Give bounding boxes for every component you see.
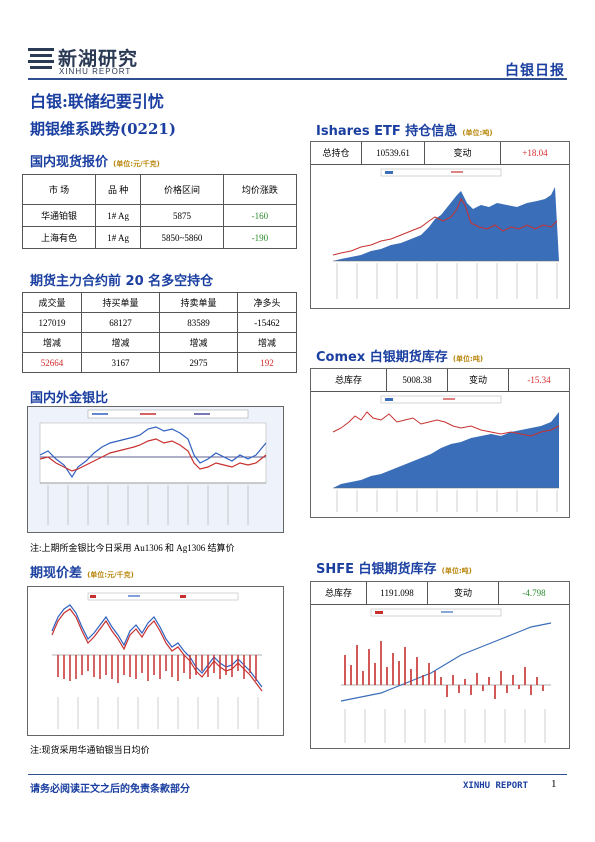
footer-disclaimer: 请务必阅读正文之后的免责条款部分 <box>30 784 190 795</box>
basis-chart <box>27 586 284 736</box>
comex-panel: 总库存 5008.38 变动 -15.34 <box>310 368 570 518</box>
spot-header-range: 价格区间 <box>140 174 224 205</box>
shfe-value-total: 1191.098 <box>366 582 428 605</box>
headline-line1: 白银:联储纪要引忧 <box>30 92 164 111</box>
spot-cell: 1# Ag <box>95 204 142 227</box>
shfe-label-total: 总库存 <box>311 582 367 605</box>
shfe-panel: 总库存 1191.098 变动 -4.798 <box>310 581 570 749</box>
spot-cell: 5875 <box>140 204 224 227</box>
basis-section-title: 期现价差 (单位:元/千克) <box>30 562 134 581</box>
etf-panel: 总持仓 10539.61 变动 +18.04 <box>310 141 570 309</box>
spot-cell: -190 <box>222 226 298 249</box>
comex-value-change: -15.34 <box>508 369 569 392</box>
comex-section-title: Comex 白银期货库存 (单位:吨) <box>316 346 483 365</box>
top20-title: 期货主力合约前 20 名多空持仓 <box>30 274 214 289</box>
top20-header: 增减 <box>158 332 238 353</box>
comex-label-change: 变动 <box>447 369 509 392</box>
spot-cell: 1# Ag <box>95 226 142 249</box>
ratio-chart <box>27 406 284 533</box>
top20-cell: -15462 <box>236 312 298 333</box>
ratio-note: 注:上期所金银比今日采用 Au1306 和 Ag1306 结算价 <box>30 543 235 553</box>
top20-cell: 127019 <box>21 312 83 333</box>
top20-cell: 2975 <box>158 352 238 373</box>
spot-header-market: 市 场 <box>21 174 97 205</box>
top20-cell: 68127 <box>81 312 160 333</box>
shfe-value-change: -4.798 <box>498 582 569 605</box>
spot-table: 市 场 品 种 价格区间 均价涨跌 华通铂银 1# Ag 5875 -160 上… <box>21 174 298 249</box>
headline-line2: 期银维系跌势(0221) <box>30 120 176 138</box>
top20-table: 成交量 持买单量 持卖单量 净多头 127019 68127 83589 -15… <box>21 292 298 373</box>
shfe-chart-graphic <box>340 608 552 743</box>
etf-section-title: Ishares ETF 持仓信息 (单位:吨) <box>316 120 493 139</box>
logo-mark-icon <box>28 48 54 69</box>
top20-header: 增减 <box>81 332 160 353</box>
shfe-unit: (单位:吨) <box>441 567 472 575</box>
top20-header: 增减 <box>21 332 83 353</box>
top20-header: 持买单量 <box>81 292 160 313</box>
basis-title: 期现价差 <box>30 566 83 581</box>
report-type: 白银日报 <box>505 63 565 79</box>
comex-title: Comex 白银期货库存 <box>316 350 448 365</box>
basis-chart-graphic <box>51 592 263 729</box>
top20-header: 持卖单量 <box>158 292 238 313</box>
top20-cell: 3167 <box>81 352 160 373</box>
spot-section-title: 国内现货报价 (单位:元/千克) <box>30 151 160 170</box>
spot-cell: 5850~5860 <box>140 226 224 249</box>
spot-cell: 上海有色 <box>21 226 97 249</box>
shfe-title: SHFE 白银期货库存 <box>316 562 437 577</box>
spot-header-change: 均价涨跌 <box>222 174 298 205</box>
comex-unit: (单位:吨) <box>452 355 484 363</box>
comex-chart-graphic <box>332 395 560 512</box>
etf-value-change: +18.04 <box>500 142 569 165</box>
ratio-title: 国内外金银比 <box>30 391 109 406</box>
etf-value-total: 10539.61 <box>361 142 425 165</box>
etf-unit: (单位:吨) <box>462 129 493 137</box>
logo-subtext: XINHU REPORT <box>59 67 132 76</box>
comex-label-total: 总库存 <box>311 369 387 392</box>
logo: 新湖研究 XINHU REPORT <box>28 44 168 78</box>
spot-title: 国内现货报价 <box>30 155 109 170</box>
basis-note: 注:现货采用华通铂银当日均价 <box>30 745 150 755</box>
shfe-label-change: 变动 <box>427 582 499 605</box>
shfe-section-title: SHFE 白银期货库存 (单位:吨) <box>316 558 472 577</box>
top20-cell: 83589 <box>158 312 238 333</box>
spot-cell: -160 <box>222 204 298 227</box>
spot-unit: (单位:元/千克) <box>113 160 160 168</box>
spot-cell: 华通铂银 <box>21 204 97 227</box>
header-rule <box>28 78 567 80</box>
shfe-stats-table: 总库存 1191.098 变动 -4.798 <box>311 582 569 605</box>
top20-cell: 192 <box>236 352 298 373</box>
etf-chart-graphic <box>332 168 559 299</box>
etf-label-change: 变动 <box>424 142 501 165</box>
comex-stats-table: 总库存 5008.38 变动 -15.34 <box>311 369 569 392</box>
top20-header: 成交量 <box>21 292 83 313</box>
ratio-chart-graphic <box>39 409 267 525</box>
top20-header: 净多头 <box>236 292 298 313</box>
footer-brand: XINHU REPORT <box>463 781 529 791</box>
basis-unit: (单位:元/千克) <box>87 571 134 579</box>
comex-value-total: 5008.38 <box>386 369 448 392</box>
etf-label-total: 总持仓 <box>311 142 362 165</box>
top20-header: 增减 <box>236 332 298 353</box>
etf-stats-table: 总持仓 10539.61 变动 +18.04 <box>311 142 569 165</box>
footer-rule <box>28 774 567 775</box>
spot-header-product: 品 种 <box>95 174 142 205</box>
top20-cell: 52664 <box>21 352 83 373</box>
logo-text: 新湖研究 <box>58 48 139 70</box>
etf-title: Ishares ETF 持仓信息 <box>316 124 458 139</box>
page-number: 1 <box>551 778 557 790</box>
